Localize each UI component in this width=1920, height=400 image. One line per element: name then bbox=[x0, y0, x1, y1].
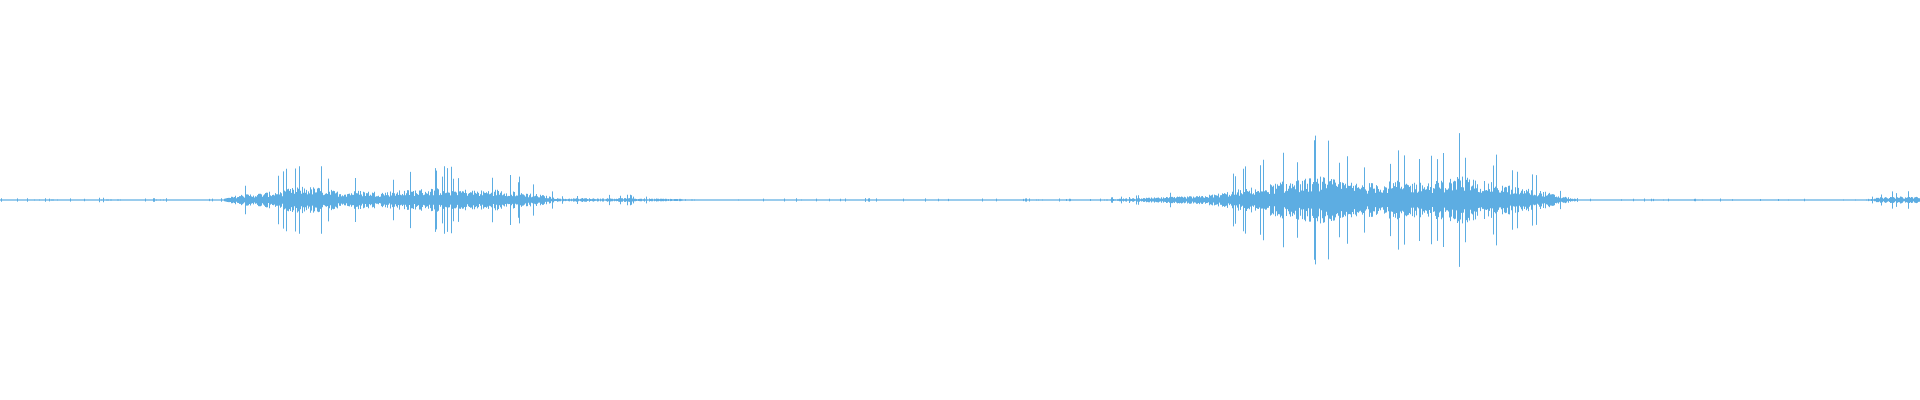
waveform bbox=[0, 133, 1920, 267]
